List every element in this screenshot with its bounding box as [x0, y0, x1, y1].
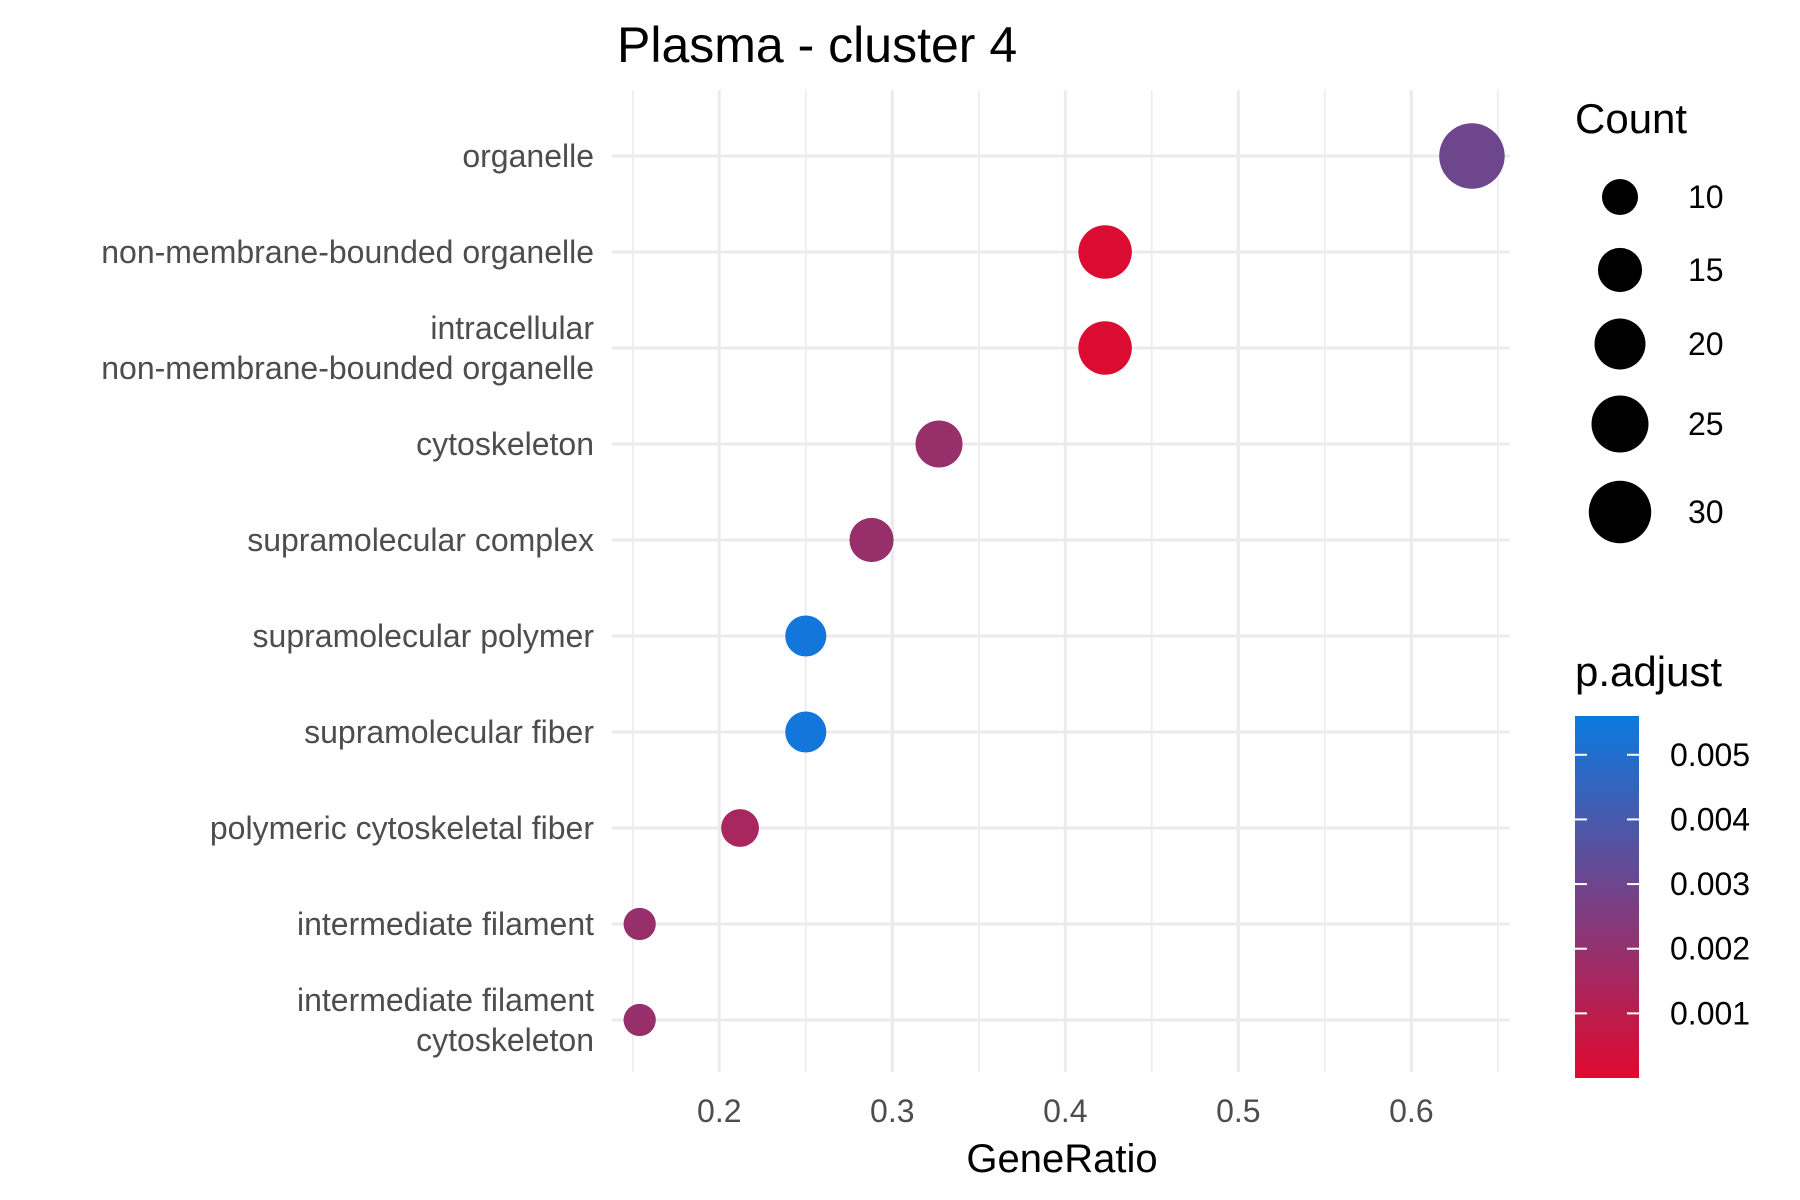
data-point [623, 907, 656, 941]
size-legend-key [1594, 318, 1646, 370]
y-axis-labels: organelle non-membrane-bounded organelle i… [101, 138, 594, 1058]
data-points [623, 123, 1505, 1037]
color-legend-label: 0.001 [1670, 995, 1750, 1031]
x-tick-label: 0.5 [1216, 1093, 1260, 1129]
y-tick-label: supramolecular complex [247, 522, 594, 558]
data-point [721, 809, 759, 847]
y-tick-label: polymeric cytoskeletal fiber [210, 810, 594, 846]
size-legend-label: 15 [1688, 252, 1724, 288]
size-legend-label: 10 [1688, 179, 1724, 215]
color-legend-label: 0.005 [1670, 737, 1750, 773]
y-tick-label: intermediate filament [297, 906, 594, 942]
size-legend-key [1601, 178, 1639, 216]
color-legend-title: p.adjust [1575, 648, 1722, 695]
data-point [785, 711, 827, 753]
x-axis-label: GeneRatio [966, 1137, 1157, 1181]
size-legend-key [1588, 480, 1652, 544]
x-axis-ticks: 0.2 0.3 0.4 0.5 0.6 [697, 1093, 1434, 1129]
size-legend-label: 20 [1688, 326, 1724, 362]
data-point [623, 1003, 656, 1037]
data-point [1439, 123, 1505, 189]
size-legend: 10 15 20 25 30 [1588, 178, 1724, 544]
y-tick-label: intermediate filament [297, 982, 594, 1018]
y-tick-label: supramolecular fiber [304, 714, 594, 750]
x-tick-label: 0.2 [697, 1093, 741, 1129]
y-tick-label: organelle [462, 138, 594, 174]
data-point [1078, 225, 1132, 279]
color-legend-label: 0.002 [1670, 931, 1750, 967]
data-point [915, 420, 963, 468]
size-legend-title: Count [1575, 95, 1687, 142]
x-tick-label: 0.6 [1389, 1093, 1433, 1129]
color-legend-label: 0.003 [1670, 866, 1750, 902]
y-tick-label: non-membrane-bounded organelle [101, 234, 594, 270]
size-legend-label: 25 [1688, 406, 1724, 442]
y-tick-label: cytoskeleton [416, 426, 594, 462]
y-tick-label: intracellular [430, 310, 594, 346]
data-point [785, 615, 827, 657]
data-point [849, 517, 894, 563]
size-legend-key [1591, 395, 1649, 453]
y-tick-label: cytoskeleton [416, 1022, 594, 1058]
x-tick-label: 0.3 [870, 1093, 914, 1129]
color-bar [1575, 716, 1639, 1078]
color-legend: 0.005 0.004 0.003 0.002 0.001 [1575, 737, 1750, 1031]
color-legend-label: 0.004 [1670, 801, 1750, 837]
y-tick-label: supramolecular polymer [253, 618, 595, 654]
size-legend-key [1597, 247, 1643, 293]
y-tick-label: non-membrane-bounded organelle [101, 350, 594, 386]
data-point [1078, 321, 1132, 375]
x-tick-label: 0.4 [1043, 1093, 1087, 1129]
chart-title: Plasma - cluster 4 [617, 17, 1017, 73]
grid [612, 90, 1510, 1072]
size-legend-label: 30 [1688, 494, 1724, 530]
